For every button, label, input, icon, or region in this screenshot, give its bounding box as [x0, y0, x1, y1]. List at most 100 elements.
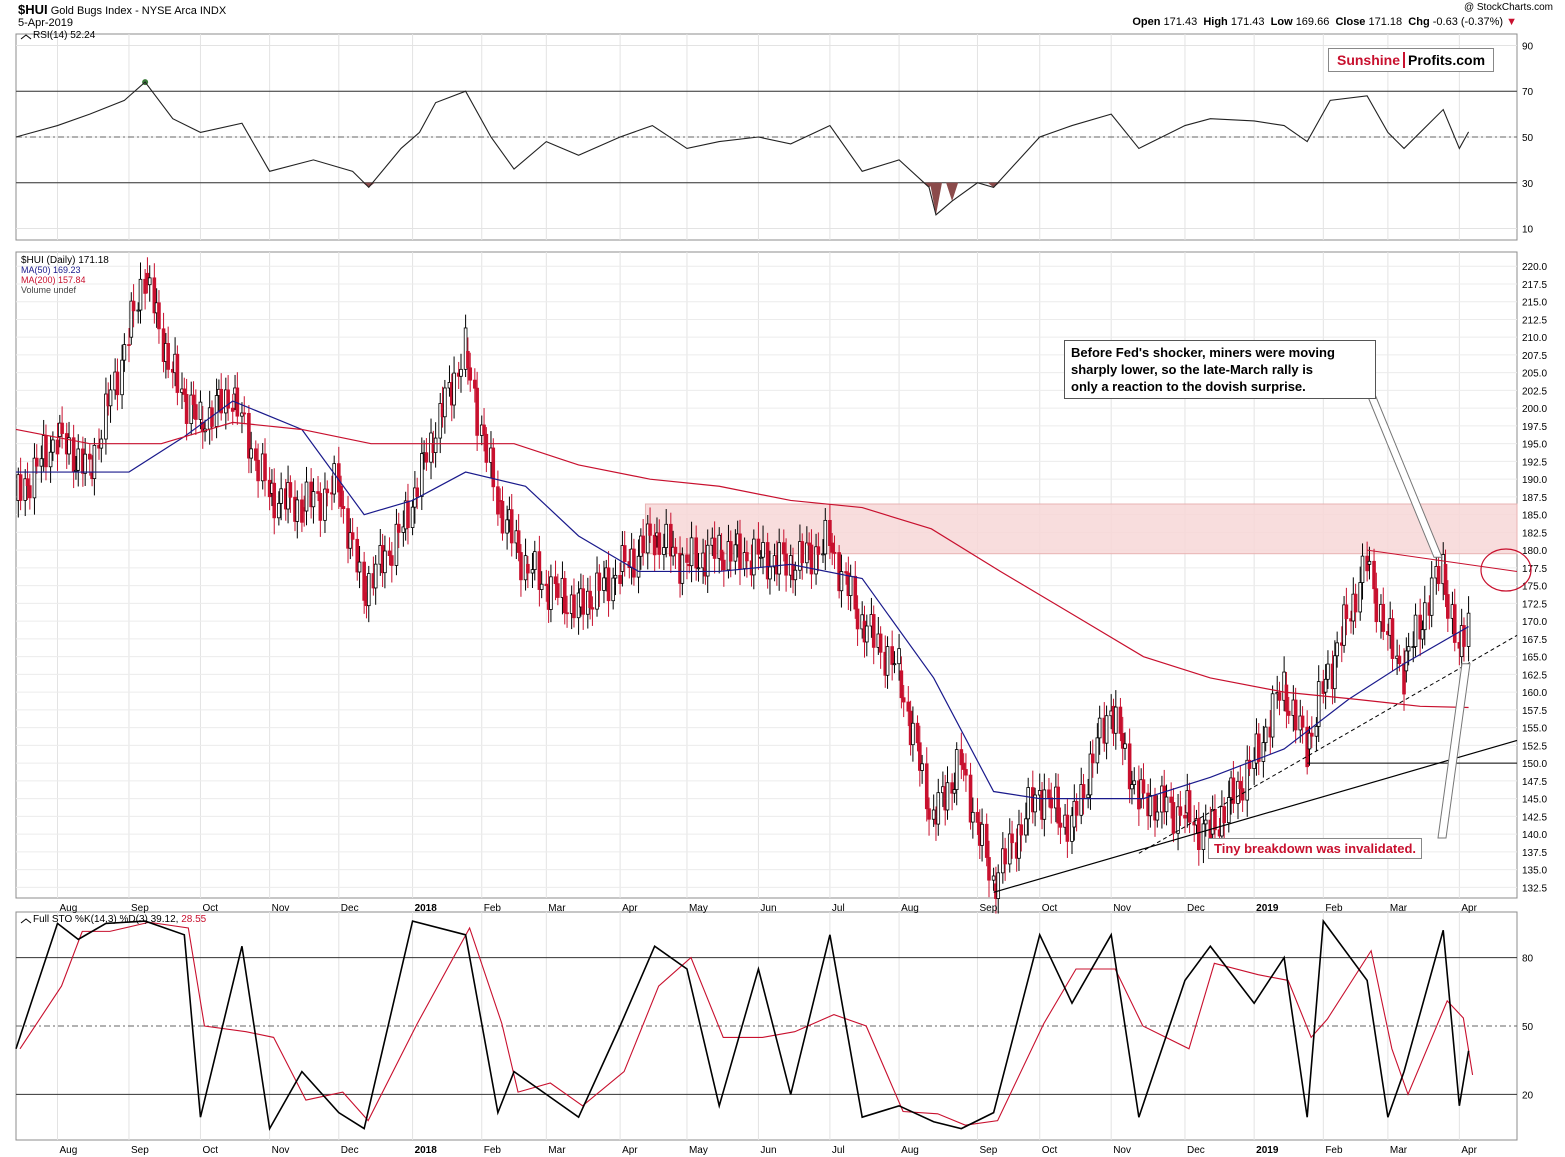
candle-body [182, 388, 187, 395]
candle-body [984, 823, 989, 858]
candle-body [991, 875, 996, 881]
candle-body [901, 697, 906, 703]
sto-axis-label: 50 [1522, 1022, 1534, 1033]
candle-body [406, 500, 410, 528]
title-bar: $HUI Gold Bugs Index - NYSE Arca INDX [18, 2, 226, 17]
candle-body [613, 574, 618, 579]
candle-body [1088, 753, 1093, 796]
fed-note-line-2: sharply lower, so the late-March rally i… [1071, 362, 1314, 377]
candle-body [1247, 759, 1252, 769]
sto-axis-label: 80 [1522, 954, 1534, 965]
x-axis-month-label: Nov [1113, 1145, 1131, 1156]
candle-body [694, 537, 698, 569]
rsi-axis-label: 90 [1522, 41, 1534, 52]
candle-body [1104, 715, 1109, 744]
candle-body [924, 763, 929, 810]
candle-body [897, 648, 901, 665]
candle-body [1222, 806, 1226, 824]
fed-note-box: Before Fed's shocker, miners were moving… [1064, 340, 1376, 399]
candle-body [466, 350, 470, 369]
price-axis-label: 170.0 [1522, 617, 1547, 628]
x-axis-month-label: Nov [272, 903, 290, 914]
candle-body [1130, 784, 1134, 790]
candle-body [247, 412, 251, 459]
candle-body [657, 532, 662, 555]
candle-body [602, 577, 606, 591]
candle-body [1019, 824, 1024, 836]
candle-body [25, 478, 30, 487]
candle-body [595, 572, 599, 610]
price-axis-label: 142.5 [1522, 812, 1547, 823]
rsi-label: RSI(14) 52.24 [33, 30, 96, 41]
declining-resistance-line [1367, 549, 1518, 572]
logo-divider [1403, 52, 1405, 68]
price-axis-label: 137.5 [1522, 848, 1547, 859]
candle-body [1058, 822, 1063, 828]
x-axis-month-label: Aug [901, 903, 919, 914]
candle-body [952, 789, 957, 794]
candle-body [32, 457, 37, 499]
candle-body [387, 550, 392, 557]
chg-label: Chg [1408, 16, 1430, 28]
candle-body [413, 487, 417, 508]
candle-body [652, 534, 657, 556]
candle-body [1422, 602, 1427, 631]
candle-body [505, 519, 509, 534]
candle-body [219, 388, 224, 414]
candle-body [768, 566, 772, 580]
candle-body [1263, 726, 1268, 744]
x-axis-month-label: Dec [1187, 903, 1205, 914]
candle-body [927, 808, 931, 820]
x-axis-month-label: Oct [1042, 1145, 1058, 1156]
candle-body [1097, 717, 1102, 739]
candle-body [918, 742, 922, 771]
ma50-line [16, 400, 1469, 800]
candle-body [1114, 706, 1118, 734]
candle-body [1462, 625, 1466, 647]
candle-body [482, 424, 486, 435]
candle-body [906, 701, 911, 712]
candle-body [641, 535, 645, 554]
candle-body [279, 488, 283, 504]
price-axis-label: 155.0 [1522, 724, 1547, 735]
price-axis-label: 192.5 [1522, 457, 1547, 468]
price-axis-label: 187.5 [1522, 493, 1547, 504]
candle-body [1277, 692, 1282, 701]
candle-body [1042, 789, 1047, 820]
price-axis-label: 210.0 [1522, 333, 1547, 344]
candle-body [1017, 824, 1021, 859]
candle-body [844, 571, 848, 574]
candle-body [438, 403, 443, 439]
candle-body [705, 544, 710, 577]
price-legend-item-0: $HUI (Daily) 171.18 [21, 255, 109, 266]
candle-body [931, 809, 936, 820]
close-label: Close [1335, 16, 1366, 28]
x-axis-month-label: Nov [272, 1145, 290, 1156]
rsi-oversold-fill [929, 182, 942, 215]
x-axis-month-label: Apr [1461, 903, 1477, 914]
candle-body [964, 769, 968, 776]
candle-body [878, 633, 883, 653]
high-label: High [1203, 16, 1228, 28]
candle-body [816, 546, 821, 555]
candle-body [122, 344, 127, 361]
candle-body [318, 493, 323, 521]
rsi-line [15, 81, 1470, 216]
candle-body [323, 488, 327, 521]
candle-body [1404, 650, 1409, 672]
candle-body [622, 545, 627, 562]
fed-note-line-3: only a reaction to the dovish surprise. [1071, 379, 1306, 394]
x-axis-month-label: May [689, 1145, 708, 1156]
candle-body [1293, 699, 1298, 731]
candle-body [295, 499, 300, 522]
candle-body [67, 437, 71, 455]
candle-body [366, 573, 371, 607]
x-axis-month-label: Jul [832, 1145, 845, 1156]
candle-body [1213, 809, 1217, 831]
candle-body [1420, 629, 1425, 640]
candle-body [143, 278, 147, 294]
candle-body [805, 542, 809, 564]
candle-body [350, 532, 355, 540]
price-axis-label: 182.5 [1522, 528, 1547, 539]
